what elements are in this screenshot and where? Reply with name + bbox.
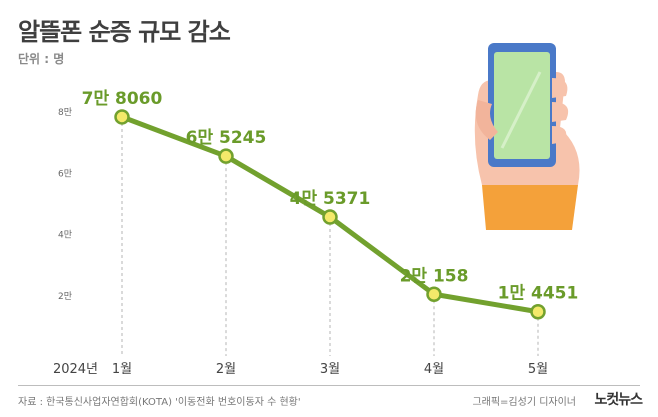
- x-tick-label: 4월: [424, 362, 444, 377]
- data-point: [114, 109, 130, 125]
- data-point: [530, 303, 546, 320]
- data-point: [426, 286, 442, 303]
- y-tick-label: 6만: [58, 168, 72, 179]
- x-tick-label: 2월: [216, 362, 236, 377]
- x-tick-label: 3월: [320, 362, 340, 377]
- y-tick-label: 2만: [58, 291, 72, 302]
- y-tick-label: 8만: [58, 107, 72, 118]
- x-tick-label: 5월: [528, 362, 548, 377]
- x-tick-label: 1월: [112, 362, 132, 377]
- phone-hand-illustration: [474, 43, 580, 230]
- x-axis-year-label: 2024년: [53, 362, 98, 377]
- data-label: 6만 5245: [186, 128, 267, 148]
- data-point: [218, 148, 234, 164]
- graphic-credit: 그래픽=김성기 디자이너: [472, 397, 576, 408]
- source-note: 자료 : 한국통신사업자연합회(KOTA) '이동전화 번호이동자 수 현황': [18, 397, 301, 408]
- unit-label: 단위 : 명: [18, 52, 65, 66]
- y-tick-label: 4만: [58, 230, 72, 241]
- data-point: [322, 209, 338, 225]
- publisher-logo: 노컷뉴스: [594, 392, 643, 408]
- data-label: 4만 5371: [290, 189, 371, 209]
- data-label: 2만 158: [400, 266, 469, 286]
- footer-divider: [18, 385, 640, 386]
- data-label: 7만 8060: [82, 89, 163, 109]
- page-title: 알뜰폰 순증 규모 감소: [18, 18, 231, 46]
- data-label: 1만 4451: [498, 284, 579, 304]
